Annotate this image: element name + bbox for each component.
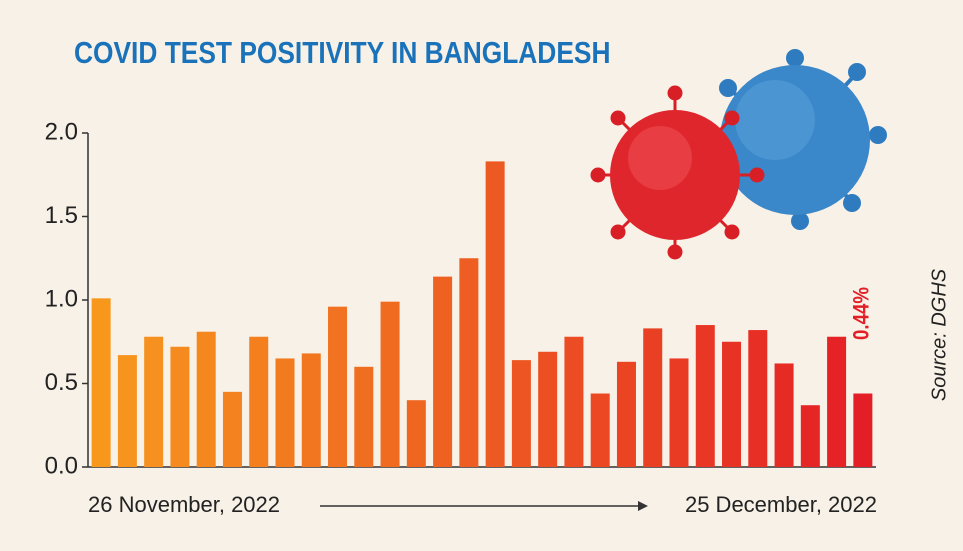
- source: Source: DGHS: [928, 268, 950, 401]
- bar: [485, 161, 505, 467]
- bar: [616, 361, 636, 467]
- bar: [722, 341, 742, 467]
- bar: [669, 358, 689, 467]
- y-tick-label: 2.0: [45, 118, 78, 145]
- bar: [800, 405, 820, 467]
- bar: [117, 355, 137, 467]
- bar: [459, 258, 479, 467]
- y-tick-label: 0.5: [45, 369, 78, 396]
- bar: [170, 346, 190, 467]
- bar: [275, 358, 295, 467]
- start-label: 26 November, 2022: [88, 492, 280, 517]
- bar: [511, 360, 531, 467]
- bar: [827, 336, 847, 467]
- bar: [144, 336, 164, 467]
- y-tick-label: 0.0: [45, 452, 78, 479]
- bar: [354, 366, 374, 467]
- bar: [538, 351, 558, 467]
- y-tick-label: 1.5: [45, 202, 78, 229]
- bar: [695, 325, 715, 467]
- y-tick-label: 1.0: [45, 285, 78, 312]
- bar: [564, 336, 584, 467]
- bar: [249, 336, 269, 467]
- bar: [774, 363, 794, 467]
- bar: [590, 393, 610, 467]
- bar: [433, 276, 453, 467]
- end-label: 25 December, 2022: [685, 492, 877, 517]
- bar: [748, 330, 768, 467]
- virus-illustration: [590, 49, 887, 260]
- bar: [406, 400, 426, 467]
- chart-title: COVID TEST POSITIVITY IN BANGLADESH: [74, 36, 610, 70]
- bar: [328, 306, 348, 467]
- bar: [853, 393, 873, 467]
- arrow-head: [638, 501, 648, 511]
- bar: [196, 331, 216, 467]
- bar: [301, 353, 321, 467]
- bar: [91, 298, 111, 467]
- bar: [380, 301, 400, 467]
- value-label: 0.44%: [850, 287, 874, 340]
- bar: [222, 391, 242, 467]
- bar: [643, 328, 663, 467]
